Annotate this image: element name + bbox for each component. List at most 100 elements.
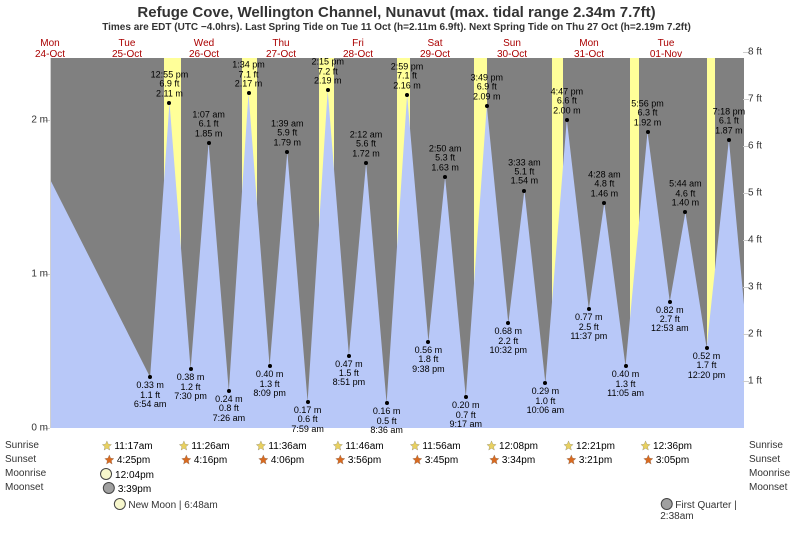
- axis-day-label: Sat29-Oct: [420, 38, 450, 60]
- tide-point: [646, 130, 650, 134]
- moon-phase-label: First Quarter | 2:38am: [660, 498, 749, 522]
- tide-point-label: 4:28 am4.8 ft1.46 m: [588, 171, 621, 199]
- tide-point-label: 0.56 m1.8 ft9:38 pm: [412, 346, 445, 374]
- star-icon: [332, 440, 343, 451]
- ylabel-right: 5 ft: [748, 188, 762, 199]
- tide-point-label: 1:07 am6.1 ft1.85 m: [192, 110, 225, 138]
- ephem-value: 3:39pm: [103, 482, 151, 495]
- ephem-value: 11:36am: [255, 440, 306, 452]
- tide-point: [587, 307, 591, 311]
- ephem-value: 3:34pm: [489, 454, 535, 466]
- plot-area: 0.33 m1.1 ft6:54 am 12:55 pm6.9 ft2.11 m 0…: [50, 58, 744, 428]
- tide-point-label: 12:55 pm6.9 ft2.11 m: [151, 70, 189, 98]
- axis-day-label: Mon24-Oct: [35, 38, 65, 60]
- star-icon: [412, 454, 423, 465]
- moon-phase-label: New Moon | 6:48am: [113, 498, 217, 511]
- tide-point-label: 7:18 pm6.1 ft1.87 m: [713, 107, 746, 135]
- tide-point-label: 0.40 m1.3 ft11:05 am: [607, 370, 644, 398]
- tide-point-label: 0.82 m2.7 ft12:53 am: [651, 306, 689, 334]
- tide-point-label: 1:39 am5.9 ft1.79 m: [271, 120, 304, 148]
- tide-point: [602, 201, 606, 205]
- ylabel-right: 3 ft: [748, 282, 762, 293]
- ylabel-left: 1 m: [30, 268, 48, 279]
- star-icon: [643, 454, 654, 465]
- ylabel-right: 8 ft: [748, 47, 762, 58]
- tide-point-label: 1:34 pm7.1 ft2.17 m: [232, 61, 265, 89]
- tide-point-label: 0.24 m0.8 ft7:26 am: [213, 395, 246, 423]
- tide-point: [543, 381, 547, 385]
- ephem-value: 12:04pm: [100, 468, 154, 481]
- tide-point: [247, 91, 251, 95]
- tide-point: [485, 104, 489, 108]
- axis-day-label: Sun30-Oct: [497, 38, 527, 60]
- ephem-label-moonset-left: Moonset: [5, 482, 43, 493]
- tide-point: [285, 150, 289, 154]
- ephem-value: 3:05pm: [643, 454, 689, 466]
- ylabel-left: 0 m: [30, 423, 48, 434]
- tide-point-label: 3:49 pm6.9 ft2.09 m: [470, 73, 503, 101]
- tide-point-label: 0.33 m1.1 ft6:54 am: [134, 381, 167, 409]
- tide-point: [347, 354, 351, 358]
- tide-point: [443, 175, 447, 179]
- ephem-value: 3:56pm: [335, 454, 381, 466]
- ephem-label-moonset-right: Moonset: [749, 482, 787, 493]
- tide-point: [565, 118, 569, 122]
- tide-point-label: 2:50 am5.3 ft1.63 m: [429, 144, 462, 172]
- axis-day-label: Thu27-Oct: [266, 38, 296, 60]
- moon-icon: [100, 468, 112, 480]
- tide-point: [464, 395, 468, 399]
- ephem-label-sunset-left: Sunset: [5, 454, 36, 465]
- ephem-value: 11:56am: [409, 440, 460, 452]
- ephem-label-moonrise-right: Moonrise: [749, 468, 790, 479]
- tide-point: [189, 367, 193, 371]
- tide-point: [683, 210, 687, 214]
- tide-point-label: 2:12 am5.6 ft1.72 m: [350, 131, 383, 159]
- chart-canvas: Refuge Cove, Wellington Channel, Nunavut…: [0, 0, 793, 539]
- tide-point: [506, 321, 510, 325]
- tide-point: [522, 189, 526, 193]
- tide-point: [148, 375, 152, 379]
- moon-icon: [660, 498, 672, 510]
- ephem-value: 12:08pm: [486, 440, 538, 452]
- ephem-label-sunset-right: Sunset: [749, 454, 780, 465]
- tide-point-label: 0.68 m2.2 ft10:32 pm: [490, 327, 528, 355]
- star-icon: [178, 440, 189, 451]
- ephem-value: 4:25pm: [104, 454, 150, 466]
- tide-point-label: 0.20 m0.7 ft9:17 am: [450, 401, 483, 429]
- tide-point: [227, 389, 231, 393]
- tide-point-label: 0.40 m1.3 ft8:09 pm: [253, 370, 286, 398]
- tide-point-label: 3:33 am5.1 ft1.54 m: [508, 158, 541, 186]
- tide-point: [624, 364, 628, 368]
- star-icon: [563, 440, 574, 451]
- axis-day-label: Tue01-Nov: [650, 38, 682, 60]
- ephem-value: 4:06pm: [258, 454, 304, 466]
- tide-point-label: 2:59 pm7.1 ft2.16 m: [391, 63, 424, 91]
- ylabel-right: 2 ft: [748, 329, 762, 340]
- axis-day-label: Mon31-Oct: [574, 38, 604, 60]
- ephem-label-sunrise-left: Sunrise: [5, 440, 39, 451]
- star-icon: [566, 454, 577, 465]
- tide-point: [207, 141, 211, 145]
- ephem-value: 3:45pm: [412, 454, 458, 466]
- ylabel-right: 1 ft: [748, 376, 762, 387]
- ylabel-left: 2 m: [30, 114, 48, 125]
- star-icon: [409, 440, 420, 451]
- tide-point: [405, 93, 409, 97]
- tide-point: [705, 346, 709, 350]
- chart-title: Refuge Cove, Wellington Channel, Nunavut…: [0, 4, 793, 21]
- tide-point-label: 2:15 pm7.2 ft2.19 m: [311, 58, 344, 86]
- tide-point-label: 0.38 m1.2 ft7:30 pm: [174, 373, 207, 401]
- tide-point-label: 5:56 pm6.3 ft1.92 m: [631, 100, 664, 128]
- axis-day-label: Fri28-Oct: [343, 38, 373, 60]
- ephem-label-sunrise-right: Sunrise: [749, 440, 783, 451]
- star-icon: [181, 454, 192, 465]
- ylabel-right: 6 ft: [748, 141, 762, 152]
- tide-point-label: 0.29 m1.0 ft10:06 am: [527, 387, 565, 415]
- ephem-value: 11:46am: [332, 440, 383, 452]
- tide-point-label: 0.16 m0.5 ft8:36 am: [370, 407, 403, 435]
- star-icon: [489, 454, 500, 465]
- chart-subtitle: Times are EDT (UTC −4.0hrs). Last Spring…: [0, 22, 793, 33]
- star-icon: [101, 440, 112, 451]
- tide-point-label: 0.52 m1.7 ft12:20 pm: [688, 352, 726, 380]
- tide-point-label: 0.47 m1.5 ft8:51 pm: [333, 360, 366, 388]
